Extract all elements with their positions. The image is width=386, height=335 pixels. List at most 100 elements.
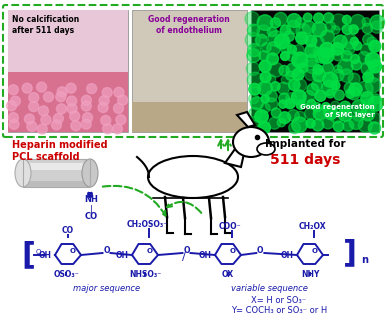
Circle shape [350, 14, 365, 29]
Circle shape [325, 21, 335, 32]
Circle shape [247, 49, 261, 62]
Text: O: O [230, 248, 236, 254]
Circle shape [312, 36, 324, 48]
Bar [23, 159, 90, 187]
Circle shape [247, 24, 259, 36]
Circle shape [342, 34, 357, 49]
Circle shape [315, 90, 326, 101]
Circle shape [305, 45, 318, 58]
Text: ]: ] [343, 239, 357, 268]
Circle shape [313, 47, 321, 55]
Circle shape [342, 24, 352, 35]
Circle shape [314, 13, 324, 23]
Text: NHSO₃⁻: NHSO₃⁻ [129, 270, 161, 279]
Circle shape [361, 44, 372, 56]
Circle shape [261, 95, 269, 103]
Circle shape [331, 81, 340, 90]
Circle shape [271, 82, 280, 91]
Circle shape [352, 100, 367, 115]
Ellipse shape [148, 156, 238, 198]
Circle shape [269, 62, 283, 77]
Circle shape [258, 121, 270, 134]
Circle shape [269, 117, 281, 129]
Circle shape [8, 113, 19, 123]
Circle shape [305, 69, 316, 80]
Circle shape [320, 30, 335, 44]
Bar [132, 102, 247, 132]
Circle shape [307, 84, 318, 95]
Circle shape [303, 13, 312, 22]
Circle shape [349, 116, 363, 129]
Circle shape [292, 68, 304, 80]
Circle shape [353, 111, 364, 121]
Circle shape [362, 23, 372, 34]
Circle shape [349, 83, 362, 96]
Text: CO: CO [85, 212, 98, 221]
Polygon shape [225, 149, 245, 167]
Text: COO⁻: COO⁻ [219, 222, 241, 231]
Circle shape [99, 95, 109, 106]
Circle shape [81, 95, 91, 105]
Circle shape [29, 92, 39, 103]
Circle shape [371, 21, 383, 33]
Circle shape [8, 85, 18, 95]
Circle shape [318, 48, 334, 64]
Circle shape [361, 92, 374, 105]
Text: X= H or SO₃⁻: X= H or SO₃⁻ [251, 296, 306, 305]
Text: O: O [312, 248, 318, 254]
Bar [23, 163, 90, 170]
Circle shape [333, 50, 343, 61]
Text: /: / [182, 252, 185, 262]
Circle shape [358, 52, 370, 64]
Text: OH: OH [199, 251, 212, 260]
Circle shape [320, 43, 335, 58]
Text: Good regeneration
of SMC layer: Good regeneration of SMC layer [300, 105, 375, 118]
Text: CO: CO [62, 226, 74, 235]
Circle shape [349, 25, 358, 34]
Text: |: | [90, 205, 92, 214]
Bar [8, 10, 128, 132]
Text: OX: OX [222, 270, 234, 279]
Circle shape [292, 52, 308, 68]
Circle shape [98, 103, 108, 113]
Circle shape [113, 104, 124, 113]
Text: [: [ [21, 241, 35, 269]
Circle shape [366, 78, 381, 93]
Circle shape [322, 80, 337, 95]
Text: NHY: NHY [301, 270, 319, 279]
Circle shape [51, 120, 61, 130]
Circle shape [361, 107, 374, 121]
Circle shape [255, 110, 268, 123]
Circle shape [340, 69, 353, 82]
Circle shape [323, 13, 334, 23]
Circle shape [71, 121, 81, 131]
Circle shape [369, 40, 381, 52]
Circle shape [315, 48, 330, 63]
Circle shape [322, 103, 330, 111]
Circle shape [363, 72, 373, 82]
FancyArrowPatch shape [167, 202, 201, 213]
Circle shape [313, 108, 325, 120]
Circle shape [307, 99, 316, 109]
Circle shape [279, 100, 287, 108]
Circle shape [266, 90, 277, 102]
Circle shape [329, 108, 344, 123]
Circle shape [67, 96, 77, 106]
Text: O: O [103, 246, 110, 255]
Text: CH₂OSO₃⁻: CH₂OSO₃⁻ [126, 220, 168, 229]
Circle shape [358, 119, 372, 132]
Circle shape [288, 45, 296, 54]
Circle shape [260, 72, 271, 82]
Ellipse shape [82, 159, 98, 187]
Circle shape [245, 32, 260, 47]
Circle shape [67, 104, 77, 114]
Circle shape [365, 53, 380, 67]
Text: 511 days: 511 days [270, 153, 340, 167]
Circle shape [288, 110, 299, 121]
Circle shape [249, 93, 259, 104]
Circle shape [57, 87, 67, 97]
Circle shape [368, 122, 381, 134]
Circle shape [279, 65, 289, 76]
Circle shape [365, 68, 379, 82]
Circle shape [312, 103, 322, 112]
